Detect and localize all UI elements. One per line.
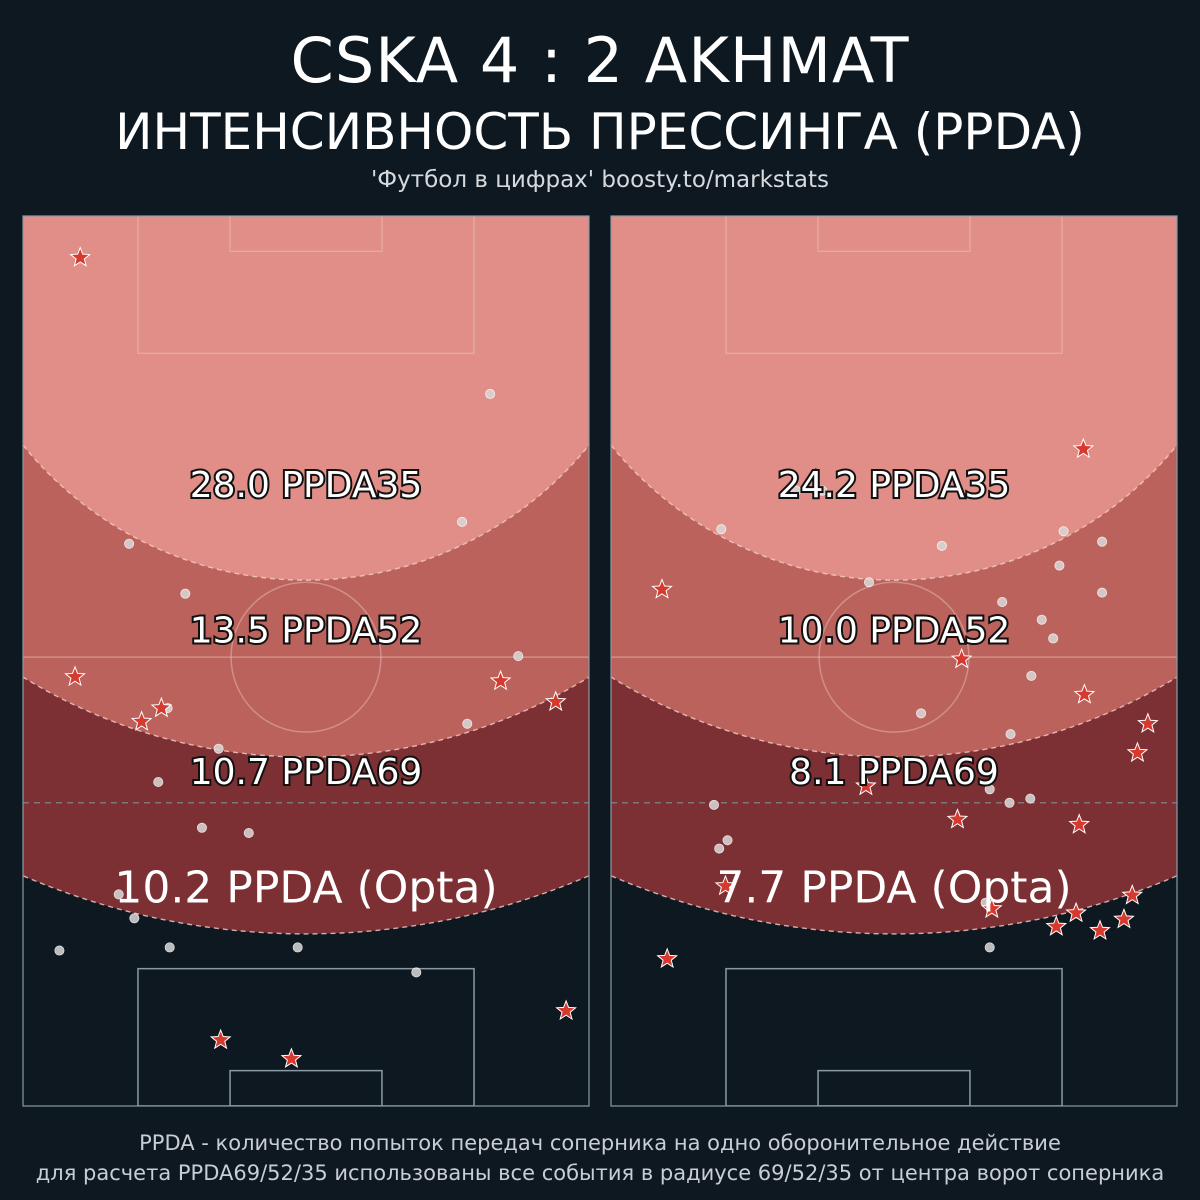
event-star (1073, 683, 1096, 704)
event-star (544, 690, 567, 712)
event-star (1065, 901, 1087, 923)
pitch-cska: 28.0 PPDA35 13.5 PPDA52 10.7 PPDA69 10.2 PP… (22, 215, 590, 1107)
event-dot (457, 516, 468, 527)
footer-note-ppda: PPDA - количество попыток передач соперн… (139, 1131, 1061, 1155)
pitch-border (22, 215, 590, 1107)
event-dot (180, 588, 191, 599)
pitch-border (610, 215, 1178, 1107)
event-star (555, 999, 577, 1021)
event-dot (936, 540, 947, 551)
zone-boundary-35 (611, 443, 1177, 581)
pitch-area (611, 216, 1177, 1106)
event-star (69, 246, 92, 267)
event-star (1068, 813, 1091, 834)
event-dot (722, 835, 733, 846)
zone-label-ppda52: 13.5 PPDA52 (190, 611, 423, 652)
event-dot (1058, 526, 1069, 537)
pitch-akhmat: 24.2 PPDA35 10.0 PPDA52 8.1 PPDA69 7.7 PPDA… (610, 215, 1178, 1107)
event-star (1072, 437, 1095, 459)
event-star (656, 947, 679, 969)
event-star (489, 669, 512, 691)
event-dot (984, 784, 995, 795)
event-dot (164, 942, 175, 953)
event-dot (513, 651, 524, 662)
footer-note-radius: для расчета PPDA69/52/35 использованы вс… (35, 1161, 1165, 1185)
event-star (946, 808, 969, 829)
opta-ppda-label: 7.7 PPDA (Opta) (716, 863, 1071, 914)
event-dot (54, 945, 65, 956)
event-star (64, 665, 86, 687)
event-dot (709, 799, 720, 810)
event-star (855, 774, 877, 796)
penalty-box-top (725, 216, 1063, 355)
event-dot (196, 822, 207, 833)
center-circle (230, 581, 382, 733)
event-dot (1025, 793, 1036, 804)
chart-subtitle: ИНТЕНСИВНОСТЬ ПРЕССИНГА (PPDA) (115, 103, 1085, 161)
event-dot (997, 597, 1008, 608)
event-star (209, 1028, 232, 1050)
zone-ppda35 (23, 216, 589, 581)
event-dot (1097, 536, 1108, 547)
event-dot (1026, 670, 1037, 681)
six-yard-box-bottom (229, 1069, 383, 1106)
event-star (280, 1047, 303, 1068)
event-dot (817, 485, 828, 496)
event-star (1113, 907, 1135, 929)
event-dot (1054, 560, 1065, 571)
event-star (980, 897, 1003, 919)
event-dot (791, 485, 802, 496)
event-star (130, 710, 153, 731)
pitch-area (23, 216, 589, 1106)
event-star (1089, 919, 1111, 940)
zone-boundary-69 (23, 874, 589, 935)
source-credit: 'Футбол в цифрах' boosty.to/markstats (370, 167, 830, 193)
event-dot (1005, 729, 1016, 740)
event-dot (984, 942, 995, 953)
event-star (651, 578, 673, 599)
event-dot (916, 708, 927, 719)
event-star (1121, 884, 1144, 905)
event-dot (113, 889, 124, 900)
event-dot (213, 743, 224, 754)
event-dot (1097, 587, 1108, 598)
zone-label-ppda52: 10.0 PPDA52 (778, 611, 1011, 652)
zone-label-ppda35: 24.2 PPDA35 (778, 465, 1011, 506)
zone-label-ppda35: 28.0 PPDA35 (190, 465, 423, 506)
event-dot (411, 967, 422, 978)
six-yard-box-bottom (817, 1069, 971, 1106)
event-star (1045, 915, 1068, 936)
zone-label-ppda69: 10.7 PPDA69 (190, 752, 423, 793)
zone-boundary-69 (611, 874, 1177, 935)
event-dot (129, 913, 140, 924)
zone-boundary-35 (23, 443, 589, 581)
event-dot (1036, 614, 1047, 625)
opta-ppda-label: 10.2 PPDA (Opta) (114, 863, 497, 914)
event-dot (1004, 797, 1015, 808)
zone-boundary-52 (23, 676, 589, 758)
event-star (950, 647, 973, 669)
event-dot (153, 777, 164, 788)
zone-label-ppda69: 8.1 PPDA69 (789, 752, 999, 793)
event-star (714, 874, 737, 896)
six-yard-box-top (229, 216, 383, 253)
event-dot (485, 388, 496, 399)
penalty-box-top (137, 216, 475, 355)
match-title: CSKA 4 : 2 AKHMAT (290, 24, 910, 97)
event-star (1126, 741, 1149, 763)
zone-ppda35 (611, 216, 1177, 581)
event-dot (462, 718, 473, 729)
event-dot (864, 577, 875, 588)
event-dot (243, 827, 254, 838)
event-dot (292, 942, 303, 953)
event-dot (716, 524, 727, 535)
six-yard-box-top (817, 216, 971, 253)
event-star (1137, 712, 1159, 733)
event-dot (1048, 633, 1059, 644)
zone-boundary-52 (611, 676, 1177, 758)
event-dot (714, 843, 725, 854)
event-dot (124, 538, 135, 549)
event-star (150, 696, 173, 718)
